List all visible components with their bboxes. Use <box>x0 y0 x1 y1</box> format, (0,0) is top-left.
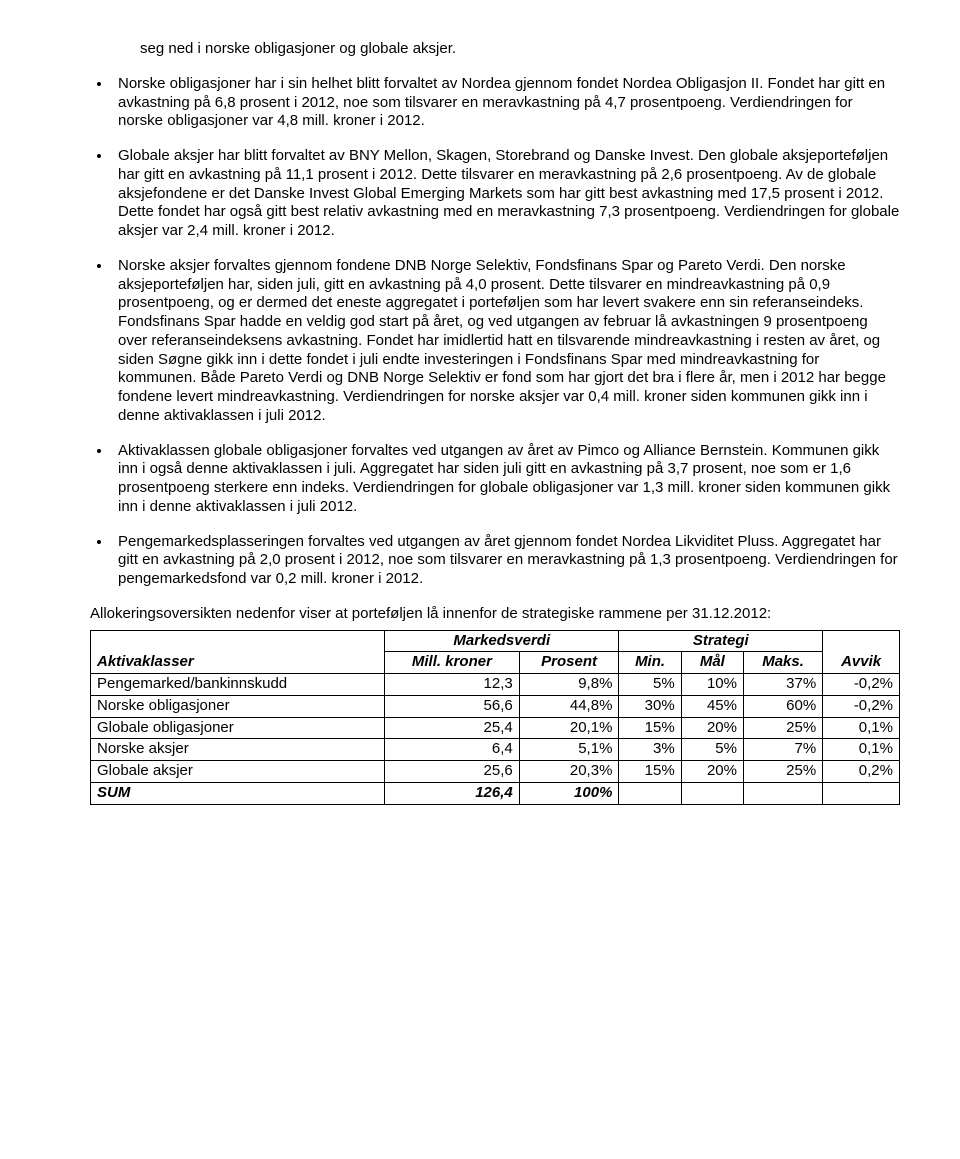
cell-sum-label: SUM <box>91 782 385 804</box>
cell-maal: 45% <box>681 695 743 717</box>
continuation-paragraph: seg ned i norske obligasjoner og globale… <box>90 40 900 59</box>
bullet-item: Aktivaklassen globale obligasjoner forva… <box>112 442 900 517</box>
cell-empty <box>681 782 743 804</box>
table-header-prosent: Prosent <box>519 652 619 674</box>
cell-min: 30% <box>619 695 681 717</box>
cell-label: Globale obligasjoner <box>91 717 385 739</box>
bullet-list: Norske obligasjoner har i sin helhet bli… <box>90 75 900 589</box>
cell-mill: 25,6 <box>385 761 520 783</box>
table-header-empty <box>823 630 900 652</box>
cell-sum-prosent: 100% <box>519 782 619 804</box>
cell-maks: 7% <box>743 739 822 761</box>
cell-avvik: 0,1% <box>823 717 900 739</box>
table-header-empty <box>91 630 385 652</box>
cell-avvik: 0,2% <box>823 761 900 783</box>
cell-maal: 20% <box>681 761 743 783</box>
cell-label: Norske obligasjoner <box>91 695 385 717</box>
cell-empty <box>823 782 900 804</box>
table-group-header-row: Markedsverdi Strategi <box>91 630 900 652</box>
cell-prosent: 9,8% <box>519 674 619 696</box>
table-header-maal: Mål <box>681 652 743 674</box>
cell-label: Globale aksjer <box>91 761 385 783</box>
cell-empty <box>743 782 822 804</box>
cell-prosent: 5,1% <box>519 739 619 761</box>
cell-empty <box>619 782 681 804</box>
cell-maal: 10% <box>681 674 743 696</box>
cell-label: Norske aksjer <box>91 739 385 761</box>
table-header-markedsverdi: Markedsverdi <box>385 630 619 652</box>
table-row: Globale aksjer25,620,3%15%20%25%0,2% <box>91 761 900 783</box>
cell-mill: 25,4 <box>385 717 520 739</box>
bullet-item: Norske obligasjoner har i sin helhet bli… <box>112 75 900 131</box>
cell-maks: 25% <box>743 717 822 739</box>
cell-avvik: -0,2% <box>823 674 900 696</box>
table-row: Pengemarked/bankinnskudd12,39,8%5%10%37%… <box>91 674 900 696</box>
cell-prosent: 20,3% <box>519 761 619 783</box>
cell-avvik: -0,2% <box>823 695 900 717</box>
cell-prosent: 20,1% <box>519 717 619 739</box>
cell-min: 15% <box>619 761 681 783</box>
cell-avvik: 0,1% <box>823 739 900 761</box>
cell-maal: 20% <box>681 717 743 739</box>
cell-maal: 5% <box>681 739 743 761</box>
table-header-aktivaklasser: Aktivaklasser <box>91 652 385 674</box>
bullet-item: Pengemarkedsplasseringen forvaltes ved u… <box>112 533 900 589</box>
cell-mill: 56,6 <box>385 695 520 717</box>
bullet-item: Norske aksjer forvaltes gjennom fondene … <box>112 257 900 426</box>
table-intro-paragraph: Allokeringsoversikten nedenfor viser at … <box>90 605 900 624</box>
cell-prosent: 44,8% <box>519 695 619 717</box>
table-header-maks: Maks. <box>743 652 822 674</box>
cell-sum-mill: 126,4 <box>385 782 520 804</box>
table-header-mill-kroner: Mill. kroner <box>385 652 520 674</box>
cell-maks: 37% <box>743 674 822 696</box>
table-header-min: Min. <box>619 652 681 674</box>
cell-mill: 12,3 <box>385 674 520 696</box>
cell-maks: 25% <box>743 761 822 783</box>
cell-min: 15% <box>619 717 681 739</box>
cell-min: 5% <box>619 674 681 696</box>
table-row: Globale obligasjoner25,420,1%15%20%25%0,… <box>91 717 900 739</box>
table-row: Norske obligasjoner56,644,8%30%45%60%-0,… <box>91 695 900 717</box>
table-header-avvik: Avvik <box>823 652 900 674</box>
cell-min: 3% <box>619 739 681 761</box>
cell-mill: 6,4 <box>385 739 520 761</box>
allocation-table: Markedsverdi Strategi Aktivaklasser Mill… <box>90 630 900 805</box>
cell-label: Pengemarked/bankinnskudd <box>91 674 385 696</box>
table-sum-row: SUM126,4100% <box>91 782 900 804</box>
table-header-row: Aktivaklasser Mill. kroner Prosent Min. … <box>91 652 900 674</box>
table-row: Norske aksjer6,45,1%3%5%7%0,1% <box>91 739 900 761</box>
table-header-strategi: Strategi <box>619 630 823 652</box>
bullet-item: Globale aksjer har blitt forvaltet av BN… <box>112 147 900 241</box>
cell-maks: 60% <box>743 695 822 717</box>
